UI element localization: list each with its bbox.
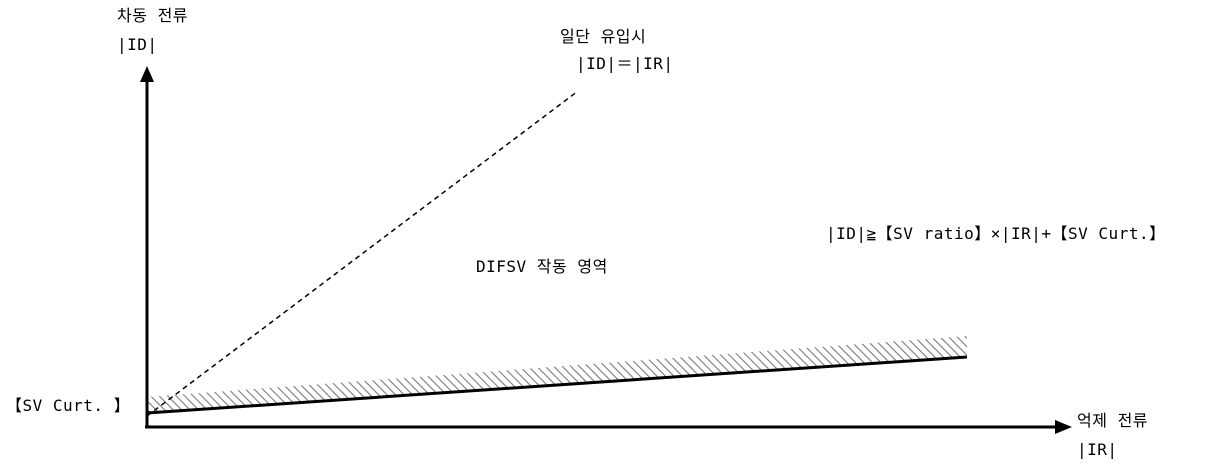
characteristic-line xyxy=(146,355,968,415)
sv-curt-intercept-label: 【SV Curt. 】 xyxy=(6,396,131,415)
y-axis-arrowhead xyxy=(140,66,154,82)
x-axis-title: 억제 전류 xyxy=(1077,411,1149,430)
x-axis-symbol: |IR| xyxy=(1077,440,1118,459)
characteristic-formula: |ID|≧【SV ratio】×|IR|+【SV Curt.】 xyxy=(826,224,1166,243)
y-axis-symbol: |ID| xyxy=(117,35,158,54)
x-axis-arrowhead xyxy=(1055,420,1072,434)
operating-region-label: DIFSV 작동 영역 xyxy=(476,257,608,276)
operating-region-hatch xyxy=(147,336,967,413)
inrush-line-title: 일단 유입시 xyxy=(560,27,647,46)
y-axis-title: 차동 전류 xyxy=(117,6,189,25)
inrush-line-equation: |ID|＝|IR| xyxy=(576,54,674,73)
inrush-dashed-line xyxy=(146,90,579,417)
